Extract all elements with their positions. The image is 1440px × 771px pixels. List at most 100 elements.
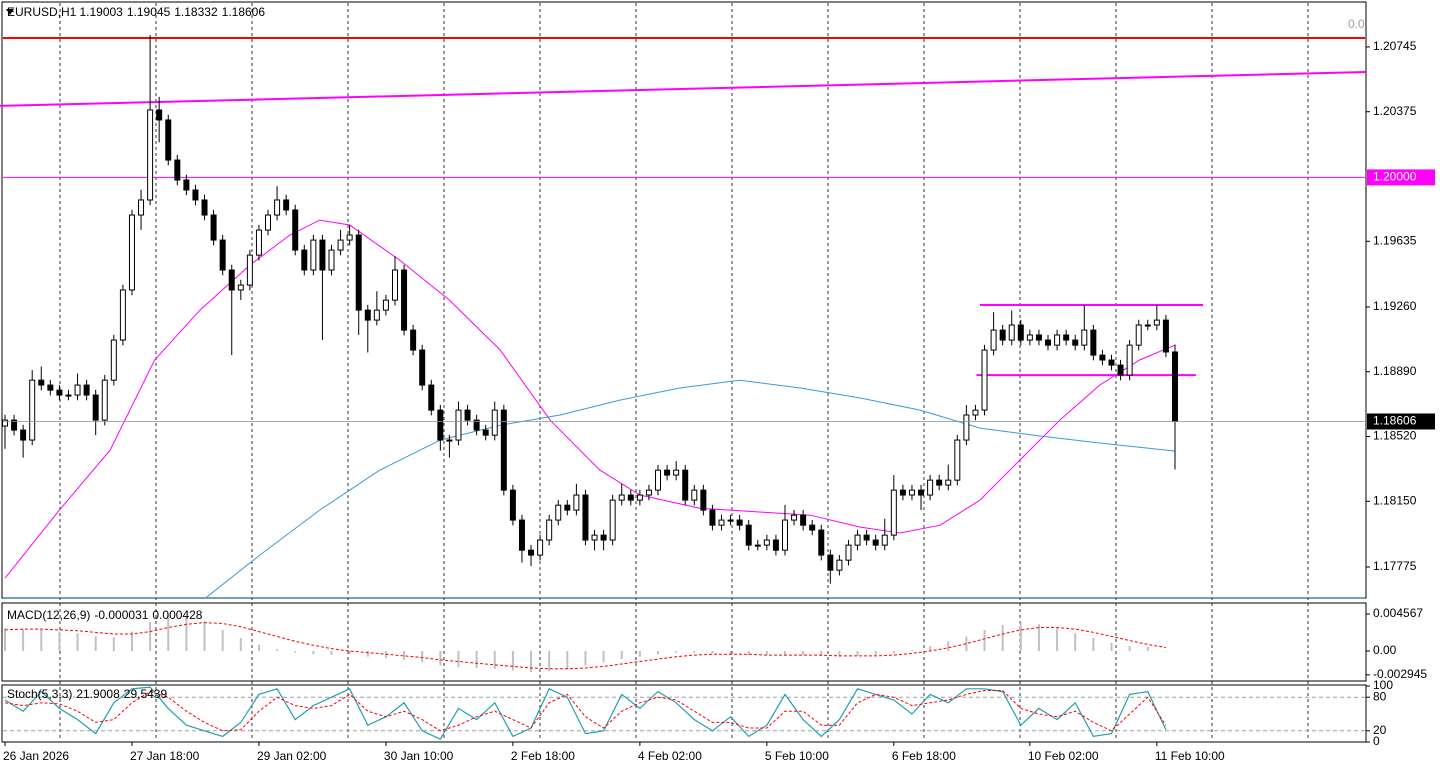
candle-body [292,209,299,251]
candle-body [428,384,435,411]
macd-bar [94,636,97,652]
macd-bar [312,651,315,655]
candle-body [655,469,662,491]
y-tick-label: 0.004567 [1373,606,1423,620]
candle-body [591,534,598,541]
macd-bar [729,651,732,655]
candle-body [92,394,99,421]
candle-body [754,544,761,547]
header-part: 29.5439 [124,687,168,701]
candle-body [573,494,580,511]
candle-body [147,109,154,201]
candle-body [936,479,943,486]
candle-body [437,409,444,441]
corner-label: 0.0 [1348,17,1365,31]
candle-body [274,199,281,216]
candle-body [618,494,625,501]
y-tick-label: 1.18520 [1373,429,1417,443]
macd-bar [765,651,768,656]
candle-body [1108,359,1115,366]
candle-body [83,384,90,396]
x-tick-label: 5 Feb 10:00 [765,749,829,763]
candle-body [827,554,834,571]
candle-body [528,549,535,556]
macd-bar [493,651,496,669]
y-tick-label: 1.18150 [1373,494,1417,508]
candle-body [863,534,870,541]
candle-body [636,494,643,501]
macd-bar [965,636,968,652]
macd-bar [457,651,460,668]
macd-bar [620,651,623,660]
bid-label-box [1367,413,1435,430]
candle-body [990,329,997,351]
candle-body [265,214,272,231]
candle-body [963,414,970,441]
x-tick-label: 6 Feb 18:00 [892,749,956,763]
candle-body [745,524,752,546]
candle-body [1162,319,1169,353]
candle-body [283,199,290,211]
header-part: 1.18332 [174,5,218,19]
macd-bar [602,651,605,663]
macd-bar [1146,646,1149,652]
macd-bar [747,651,750,656]
candle-body [691,489,698,501]
macd-bar [130,631,133,652]
candle-body [464,409,471,421]
macd-bar [149,621,152,652]
candle-body [918,489,925,496]
macd-bar [675,651,678,653]
header-part: EURUSD,H1 [7,5,77,19]
x-tick-label: 2 Feb 18:00 [511,749,575,763]
candle-body [1090,329,1097,356]
x-tick-label: 27 Jan 18:00 [130,749,200,763]
candle-body [310,239,317,271]
candle-body [899,489,906,496]
y-tick-label: 1.20375 [1373,104,1417,118]
candle-body [845,544,852,561]
main-pane [1,1,1367,599]
candle-body [364,309,371,321]
candle-body [201,199,208,216]
menu-triangle[interactable] [6,9,14,15]
candle-body [673,469,680,476]
moving-average [4,219,1176,579]
candle-body [138,199,145,216]
candle-body [337,239,344,251]
candle-body [1171,351,1178,422]
macd-bar [366,651,369,657]
candle-body [537,539,544,556]
macd-bar [874,651,877,656]
candle-body [781,519,788,551]
candle-body [500,409,507,491]
candle-body [101,379,108,421]
candle-body [881,534,888,546]
candle-body [1126,344,1133,376]
x-tick-label: 30 Jan 10:00 [384,749,454,763]
candle-body [718,519,725,526]
y-tick-label: 20 [1373,723,1387,737]
macd-bar [1019,622,1022,652]
indicator-header: Stoch(5,3,3) 21.9008 29.5439 [7,687,167,701]
y-tick-label: -0.002945 [1373,667,1427,681]
y-tick-label: 1.18890 [1373,364,1417,378]
header-part: Stoch(5,3,3) [7,687,72,701]
candle-body [818,529,825,556]
y-tick-label: 100 [1373,678,1393,692]
header-part: 1.18606 [222,5,266,19]
candle-body [1099,354,1106,361]
macd-bar [185,616,188,652]
macd-bar [330,651,333,656]
y-tick-label: 0.00 [1373,643,1397,657]
macd-bar [1092,638,1095,652]
candle-body [11,419,18,431]
macd-bar [439,651,442,666]
x-tick-label: 26 Jan 2026 [3,749,69,763]
candle-body [509,489,516,521]
bid-label: 1.18606 [1373,414,1417,428]
candle-body [836,559,843,571]
macd-bar [40,629,43,652]
candle-body [174,159,181,181]
candle-body [890,489,897,536]
